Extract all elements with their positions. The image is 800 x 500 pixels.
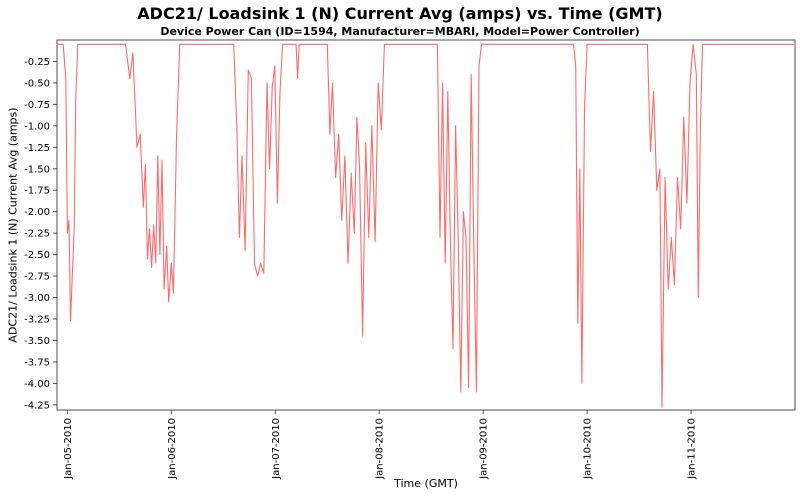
svg-text:Jan-11-2010: Jan-11-2010 [687, 418, 698, 480]
y-axis-title: ADC21/ Loadsink 1 (N) Current Avg (amps) [6, 107, 20, 343]
svg-text:-0.75: -0.75 [24, 100, 50, 111]
svg-text:-1.50: -1.50 [24, 164, 50, 175]
svg-text:Jan-07-2010: Jan-07-2010 [271, 418, 282, 480]
svg-text:Jan-06-2010: Jan-06-2010 [167, 418, 178, 480]
svg-text:-0.25: -0.25 [24, 57, 50, 68]
svg-text:Jan-09-2010: Jan-09-2010 [479, 418, 490, 480]
svg-text:-0.50: -0.50 [24, 78, 50, 89]
svg-text:-2.50: -2.50 [24, 250, 50, 261]
chart-subtitle: Device Power Can (ID=1594, Manufacturer=… [160, 25, 640, 38]
svg-text:-3.00: -3.00 [24, 293, 50, 304]
chart-title: ADC21/ Loadsink 1 (N) Current Avg (amps)… [137, 4, 663, 23]
svg-text:-2.00: -2.00 [24, 207, 50, 218]
svg-text:-2.75: -2.75 [24, 272, 50, 283]
svg-text:-2.25: -2.25 [24, 229, 50, 240]
svg-text:-1.75: -1.75 [24, 186, 50, 197]
svg-text:-4.00: -4.00 [24, 379, 50, 390]
svg-text:-1.25: -1.25 [24, 143, 50, 154]
svg-text:Jan-10-2010: Jan-10-2010 [583, 418, 594, 480]
svg-text:-3.50: -3.50 [24, 336, 50, 347]
svg-text:-3.25: -3.25 [24, 315, 50, 326]
svg-text:-4.25: -4.25 [24, 400, 50, 411]
svg-text:Jan-08-2010: Jan-08-2010 [375, 418, 386, 480]
svg-text:-1.00: -1.00 [24, 121, 50, 132]
x-axis-title: Time (GMT) [394, 477, 458, 490]
svg-text:-3.75: -3.75 [24, 357, 50, 368]
svg-text:Jan-05-2010: Jan-05-2010 [63, 418, 74, 480]
